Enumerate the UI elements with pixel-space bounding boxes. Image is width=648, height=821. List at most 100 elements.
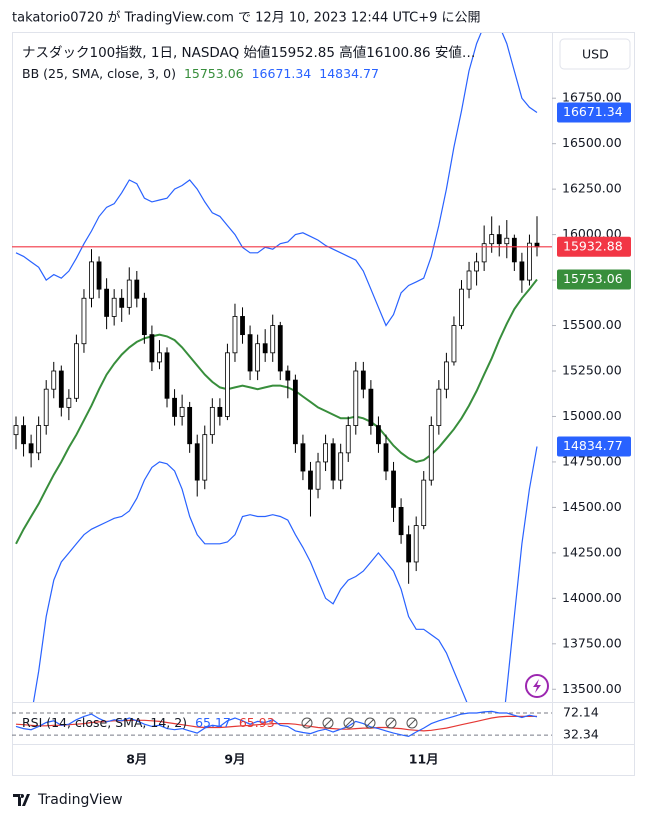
candle-body bbox=[119, 297, 125, 308]
candle-body bbox=[96, 261, 102, 290]
candle-body bbox=[292, 379, 298, 445]
y-tick-label: 16750.00 bbox=[562, 90, 622, 105]
candle-body bbox=[89, 261, 94, 299]
chart-title: ナスダック100指数, 1日, NASDAQ 始値15952.85 高値1610… bbox=[22, 44, 475, 61]
candle-body bbox=[164, 352, 170, 399]
candle-body bbox=[149, 334, 155, 363]
candle-body bbox=[247, 334, 253, 372]
bb-basis-tag-box bbox=[557, 269, 631, 290]
y-tick-label: 13750.00 bbox=[562, 635, 622, 650]
brand: TradingView bbox=[37, 792, 123, 808]
candle-body bbox=[74, 343, 79, 399]
na-icons bbox=[301, 717, 418, 729]
candle-body bbox=[104, 288, 110, 317]
candle-body bbox=[383, 443, 389, 472]
candle-body bbox=[255, 343, 261, 372]
candle-body bbox=[466, 270, 472, 290]
candle-body bbox=[13, 425, 19, 436]
candle-body bbox=[519, 261, 525, 281]
bb-upper-value: 16671.34 bbox=[252, 66, 312, 81]
candle-body bbox=[391, 470, 396, 508]
candle-body bbox=[202, 434, 208, 481]
candle-body bbox=[300, 443, 306, 472]
candle-body bbox=[232, 316, 238, 354]
y-tick-label: 13500.00 bbox=[562, 681, 622, 696]
candle-body bbox=[406, 534, 412, 563]
y-tick-label: 14000.00 bbox=[562, 590, 622, 605]
last-price-tag-box bbox=[557, 236, 631, 257]
candle-body bbox=[43, 388, 49, 426]
price-pane bbox=[12, 33, 552, 702]
y-tick-label: 15250.00 bbox=[562, 363, 622, 378]
candle-body bbox=[157, 352, 162, 363]
candle-body bbox=[134, 279, 140, 299]
bb-label: BB (25, SMA, close, 3, 0) bbox=[22, 66, 176, 81]
candle-body bbox=[315, 461, 321, 490]
last-price-tag: 15932.88 bbox=[563, 238, 623, 253]
candle-body bbox=[81, 297, 87, 345]
candle-body bbox=[21, 425, 26, 445]
candle-body bbox=[353, 370, 359, 426]
candle-body bbox=[459, 288, 464, 326]
candle-body bbox=[194, 443, 200, 481]
candle-body bbox=[36, 425, 42, 454]
bb-lower-tag: 14834.77 bbox=[563, 438, 623, 453]
candle-body bbox=[360, 370, 366, 390]
bb-legend: BB (25, SMA, close, 3, 0) 15753.06 16671.3… bbox=[22, 66, 379, 81]
candle-body bbox=[428, 425, 434, 481]
candle-body bbox=[338, 452, 344, 481]
candle-body bbox=[225, 352, 230, 417]
currency-button[interactable] bbox=[559, 38, 631, 70]
candle-body bbox=[51, 370, 57, 390]
candle-body bbox=[262, 343, 268, 354]
candle-body bbox=[66, 397, 72, 408]
y-tick-label: 14500.00 bbox=[562, 499, 622, 514]
bb-upper-tag-box bbox=[557, 102, 631, 123]
candle-body bbox=[345, 425, 351, 454]
chart-frame bbox=[12, 32, 635, 776]
candle-body bbox=[323, 443, 328, 463]
candle-body bbox=[481, 243, 487, 263]
rsi-value: 65.17 bbox=[195, 715, 231, 730]
x-tick-label: 11月 bbox=[409, 752, 439, 767]
publisher: takatorio0720 が TradingView.com で 12月 10… bbox=[12, 11, 481, 26]
candle-body bbox=[58, 370, 64, 408]
rsi-label: RSI (14, close, SMA, 14, 2) bbox=[22, 715, 187, 730]
candle-body bbox=[111, 297, 117, 317]
rsi-line bbox=[15, 710, 538, 738]
candle-body bbox=[451, 325, 457, 363]
candle-body bbox=[270, 325, 276, 354]
candle-body bbox=[368, 388, 374, 426]
candle-body bbox=[489, 234, 495, 245]
bb-basis-tag: 15753.06 bbox=[563, 271, 623, 286]
candle-body bbox=[141, 297, 147, 336]
y-tick-label: 16250.00 bbox=[562, 181, 622, 196]
candle-body bbox=[217, 406, 223, 417]
candle-body bbox=[172, 397, 177, 417]
candle-body bbox=[436, 388, 442, 426]
x-tick-label: 9月 bbox=[224, 752, 245, 767]
candle-body bbox=[285, 370, 291, 381]
candle-body bbox=[443, 361, 449, 390]
y-tick-label: 14750.00 bbox=[562, 453, 622, 468]
bb-upper-tag: 16671.34 bbox=[563, 104, 623, 119]
logo bbox=[13, 794, 30, 806]
bb-basis bbox=[15, 278, 538, 545]
candle-body bbox=[209, 406, 215, 436]
rsi-legend: RSI (14, close, SMA, 14, 2) 65.17 65.93 bbox=[22, 715, 275, 730]
candle-body bbox=[126, 279, 132, 308]
lightning-button[interactable] bbox=[525, 674, 549, 698]
y-tick-label: 14250.00 bbox=[562, 544, 622, 559]
candle-body bbox=[496, 234, 502, 245]
bb-lower-tag-box bbox=[557, 436, 631, 457]
rsi-tick-label: 72.14 bbox=[563, 704, 599, 719]
rsi-ma-value: 65.93 bbox=[239, 715, 275, 730]
candle-body bbox=[330, 443, 336, 481]
overlay: 13500.00 13750.00 14000.00 14250.00 14500.00… bbox=[126, 90, 631, 767]
candle-body bbox=[527, 242, 532, 281]
y-tick-label: 15500.00 bbox=[562, 317, 622, 332]
rsi-pane bbox=[12, 710, 552, 738]
candle-body bbox=[376, 425, 381, 445]
